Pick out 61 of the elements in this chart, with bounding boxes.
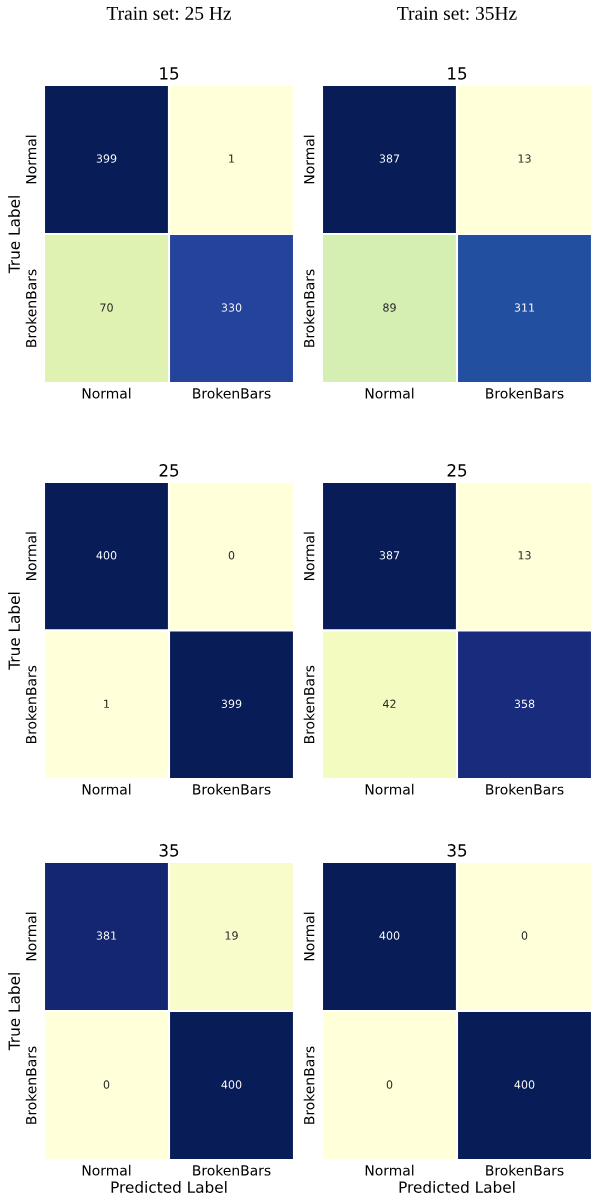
- data-label: 387: [379, 551, 400, 560]
- y-tick-label: Normal: [303, 912, 315, 961]
- chart-title: 25: [159, 464, 179, 477]
- x-axis-title: Predicted Label: [399, 1181, 515, 1193]
- x-tick-label: Normal: [82, 1164, 131, 1176]
- y-tick-label: Normal: [25, 532, 37, 581]
- data-label: 1: [229, 154, 235, 163]
- x-tick-label: BrokenBars: [193, 1164, 271, 1176]
- y-axis-title: True Label: [8, 973, 20, 1051]
- data-label: 70: [100, 303, 113, 312]
- y-tick-label: Normal: [303, 135, 315, 184]
- data-label: 400: [221, 1080, 242, 1089]
- y-tick-label: BrokenBars: [25, 665, 37, 744]
- y-tick-label: BrokenBars: [25, 269, 37, 347]
- x-tick-label: BrokenBars: [193, 387, 271, 399]
- x-tick-label: BrokenBars: [486, 1164, 564, 1176]
- y-tick-label: BrokenBars: [25, 1046, 37, 1124]
- y-axis-title: True Label: [8, 592, 20, 670]
- chart-subtitle: Train set: 35Hz: [397, 6, 517, 20]
- x-tick-label: Normal: [365, 1164, 414, 1176]
- data-label: 0: [103, 1080, 110, 1089]
- data-label: 330: [221, 303, 242, 312]
- x-tick-label: BrokenBars: [486, 783, 564, 795]
- data-label: 0: [228, 551, 235, 560]
- y-tick-label: BrokenBars: [303, 269, 315, 347]
- data-label: 399: [221, 699, 242, 708]
- data-label: 399: [96, 154, 117, 163]
- y-tick-label: Normal: [25, 912, 37, 961]
- x-tick-label: Normal: [82, 783, 131, 795]
- data-label: 13: [518, 154, 531, 163]
- data-label: 13: [518, 551, 531, 560]
- x-axis-title: Predicted Label: [111, 1181, 227, 1193]
- data-label: 400: [96, 551, 117, 560]
- x-tick-label: BrokenBars: [486, 387, 564, 399]
- data-label: 381: [96, 931, 117, 940]
- data-label: 0: [521, 931, 528, 940]
- data-label: 19: [225, 931, 238, 940]
- data-label: 1: [104, 699, 110, 708]
- data-label: 358: [514, 699, 535, 708]
- data-label: 42: [382, 699, 396, 708]
- y-tick-label: BrokenBars: [303, 665, 315, 744]
- y-axis-title: True Label: [8, 196, 20, 274]
- data-label: 0: [386, 1080, 393, 1089]
- chart-title: 25: [447, 464, 467, 477]
- x-tick-label: Normal: [365, 387, 414, 399]
- chart-title: 15: [448, 67, 467, 80]
- chart-title: 35: [447, 844, 467, 857]
- x-tick-label: Normal: [365, 783, 414, 795]
- data-label: 89: [383, 303, 396, 312]
- data-label: 400: [514, 1080, 535, 1089]
- y-tick-label: BrokenBars: [303, 1046, 315, 1124]
- y-tick-label: Normal: [25, 135, 37, 184]
- chart-title: 15: [160, 67, 179, 80]
- data-label: 311: [514, 303, 535, 312]
- chart-title: 35: [159, 844, 179, 857]
- x-tick-label: BrokenBars: [193, 783, 271, 795]
- x-tick-label: Normal: [82, 387, 131, 399]
- data-label: 400: [379, 931, 400, 940]
- data-label: 387: [379, 154, 400, 163]
- chart-subtitle: Train set: 25 Hz: [106, 6, 232, 20]
- y-tick-label: Normal: [303, 532, 315, 581]
